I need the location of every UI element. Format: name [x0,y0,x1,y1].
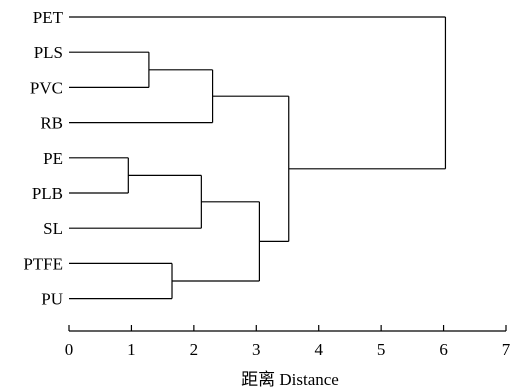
leaf-label-plb: PLB [32,184,63,203]
x-tick-label-1: 1 [127,340,136,359]
leaf-label-ptfe: PTFE [23,254,63,273]
leaf-labels: PET PLS PVC RB PE PLB SL PTFE PU [23,8,63,309]
x-tick-label-7: 7 [502,340,511,359]
leaf-label-pet: PET [33,8,64,27]
x-axis-title: 距离 Distance [241,370,339,389]
x-tick-label-5: 5 [377,340,386,359]
leaf-label-pe: PE [43,149,63,168]
x-tick-label-4: 4 [314,340,323,359]
leaf-label-pls: PLS [34,43,63,62]
x-tick-label-3: 3 [252,340,261,359]
leaf-label-sl: SL [43,219,63,238]
x-tick-label-6: 6 [439,340,448,359]
x-tick-label-2: 2 [190,340,199,359]
leaf-label-pu: PU [41,290,63,309]
leaf-label-pvc: PVC [30,78,63,97]
dendrogram-branches [69,16,447,300]
x-tick-label-0: 0 [65,340,74,359]
leaf-label-rb: RB [40,114,63,133]
x-axis: 0 1 2 3 4 5 6 7 [65,325,511,359]
